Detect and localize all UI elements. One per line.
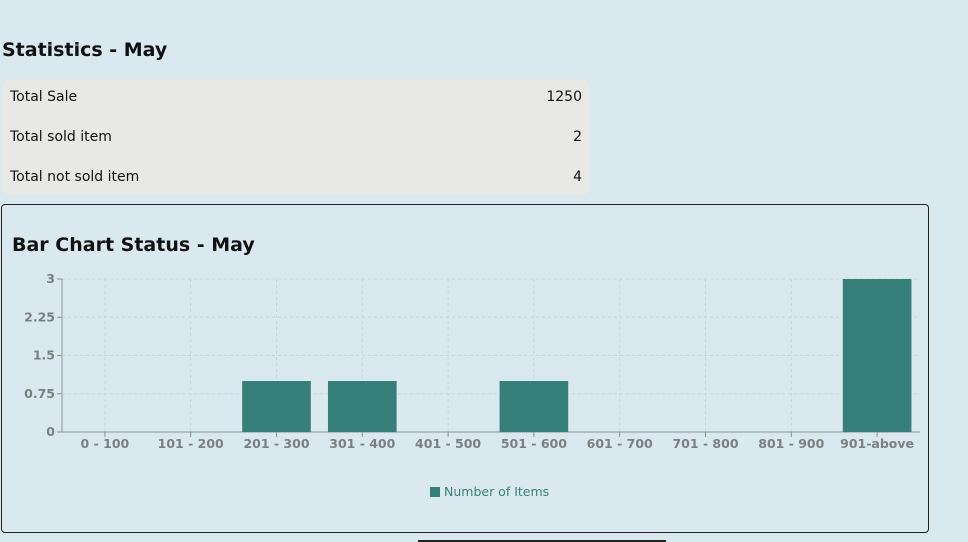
x-tick-label: 201 - 300	[243, 436, 309, 451]
y-tick-label: 1.5	[33, 348, 55, 363]
stat-row-total-sold-item: Total sold item 2	[10, 129, 582, 149]
bar	[499, 381, 569, 432]
y-tick-label: 0.75	[24, 386, 55, 401]
x-tick-label: 601 - 700	[587, 436, 653, 451]
chart-card: Bar Chart Status - May 0 0.75 1.5 2.25 3 0 - …	[1, 204, 929, 533]
x-tick-label: 801 - 900	[758, 436, 824, 451]
stat-row-total-not-sold-item: Total not sold item 4	[10, 169, 582, 189]
statistics-title: Statistics - May	[2, 39, 168, 61]
x-tick-label: 401 - 500	[415, 436, 481, 451]
x-tick-label: 301 - 400	[329, 436, 395, 451]
stat-value: 2	[573, 129, 582, 145]
chart-title: Bar Chart Status - May	[12, 234, 255, 256]
y-tick-label: 2.25	[24, 309, 55, 324]
legend-label: Number of Items	[444, 484, 549, 499]
bar	[327, 381, 397, 432]
y-tick-label: 3	[46, 271, 55, 286]
statistics-card: Total Sale 1250 Total sold item 2 Total …	[2, 79, 590, 195]
bottom-scroll-indicator	[418, 540, 666, 542]
bar	[242, 381, 311, 432]
x-tick-label: 101 - 200	[158, 436, 224, 451]
x-tick-label: 701 - 800	[672, 436, 738, 451]
stat-row-total-sale: Total Sale 1250	[10, 89, 582, 109]
x-tick-label: 0 - 100	[81, 436, 130, 451]
bar	[842, 279, 912, 432]
stat-label: Total not sold item	[10, 169, 140, 185]
x-tick-label: 501 - 600	[501, 436, 567, 451]
bar-chart: 0 0.75 1.5 2.25 3 0 - 100 101 - 200 201 - 300 30…	[24, 271, 920, 499]
stat-label: Total Sale	[10, 89, 78, 105]
legend-swatch	[430, 487, 440, 497]
x-tick-label: 901-above	[840, 436, 914, 451]
stat-label: Total sold item	[10, 129, 112, 145]
y-tick-label: 0	[46, 424, 55, 439]
stat-value: 1250	[546, 89, 582, 105]
stat-value: 4	[573, 169, 582, 185]
